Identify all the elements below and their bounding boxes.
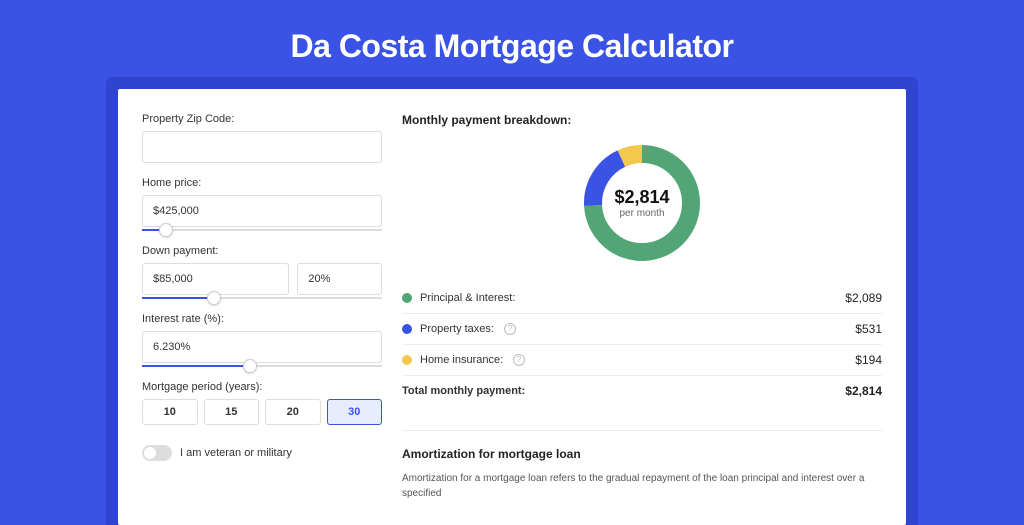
info-icon[interactable]: ? [504, 323, 516, 335]
legend-label: Home insurance: [420, 354, 503, 366]
home-price-label: Home price: [142, 177, 382, 189]
zip-label: Property Zip Code: [142, 113, 382, 125]
inputs-column: Property Zip Code: Home price: Down paym… [142, 113, 382, 501]
veteran-row: I am veteran or military [142, 445, 382, 461]
period-buttons: 10152030 [142, 399, 382, 425]
slider-fill [142, 365, 250, 367]
legend-rows: Principal & Interest: $2,089 Property taxe… [402, 283, 882, 376]
period-button-30[interactable]: 30 [327, 399, 383, 425]
amortization-text: Amortization for a mortgage loan refers … [402, 471, 882, 501]
donut-amount: $2,814 [614, 187, 669, 208]
home-price-slider[interactable] [142, 229, 382, 231]
veteran-label: I am veteran or military [180, 447, 292, 459]
period-button-15[interactable]: 15 [204, 399, 260, 425]
interest-rate-slider[interactable] [142, 365, 382, 367]
home-price-input[interactable] [142, 195, 382, 227]
legend-label: Property taxes: [420, 323, 494, 335]
legend-value: $531 [855, 322, 882, 336]
legend-dot [402, 293, 412, 303]
donut-sub: per month [619, 208, 664, 219]
toggle-knob [144, 447, 156, 459]
zip-field: Property Zip Code: [142, 113, 382, 163]
interest-rate-field: Interest rate (%): [142, 313, 382, 367]
legend-row: Home insurance:? $194 [402, 345, 882, 376]
amortization-title: Amortization for mortgage loan [402, 447, 882, 461]
legend-value: $194 [855, 353, 882, 367]
calculator-card: Property Zip Code: Home price: Down paym… [118, 89, 906, 525]
down-payment-label: Down payment: [142, 245, 382, 257]
legend-row: Principal & Interest: $2,089 [402, 283, 882, 314]
legend-label: Principal & Interest: [420, 292, 515, 304]
veteran-toggle[interactable] [142, 445, 172, 461]
legend-value: $2,089 [845, 291, 882, 305]
slider-thumb[interactable] [207, 291, 221, 305]
legend-dot [402, 324, 412, 334]
page-title: Da Costa Mortgage Calculator [0, 0, 1024, 89]
interest-rate-input[interactable] [142, 331, 382, 363]
amortization-section: Amortization for mortgage loan Amortizat… [402, 430, 882, 501]
interest-rate-label: Interest rate (%): [142, 313, 382, 325]
total-row: Total monthly payment: $2,814 [402, 376, 882, 406]
down-payment-field: Down payment: [142, 245, 382, 299]
slider-thumb[interactable] [159, 223, 173, 237]
period-label: Mortgage period (years): [142, 381, 382, 393]
down-payment-slider[interactable] [142, 297, 382, 299]
down-payment-amount-input[interactable] [142, 263, 289, 295]
total-value: $2,814 [845, 384, 882, 398]
zip-input[interactable] [142, 131, 382, 163]
donut-center: $2,814 per month [582, 143, 702, 263]
donut-container: $2,814 per month [402, 143, 882, 263]
breakdown-title: Monthly payment breakdown: [402, 113, 882, 127]
down-payment-percent-input[interactable] [297, 263, 382, 295]
period-button-20[interactable]: 20 [265, 399, 321, 425]
period-button-10[interactable]: 10 [142, 399, 198, 425]
home-price-field: Home price: [142, 177, 382, 231]
slider-thumb[interactable] [243, 359, 257, 373]
results-column: Monthly payment breakdown: $2,814 per mo… [402, 113, 882, 501]
legend-dot [402, 355, 412, 365]
info-icon[interactable]: ? [513, 354, 525, 366]
period-field: Mortgage period (years): 10152030 [142, 381, 382, 425]
slider-fill [142, 297, 214, 299]
donut-chart: $2,814 per month [582, 143, 702, 263]
legend-row: Property taxes:? $531 [402, 314, 882, 345]
total-label: Total monthly payment: [402, 385, 525, 397]
